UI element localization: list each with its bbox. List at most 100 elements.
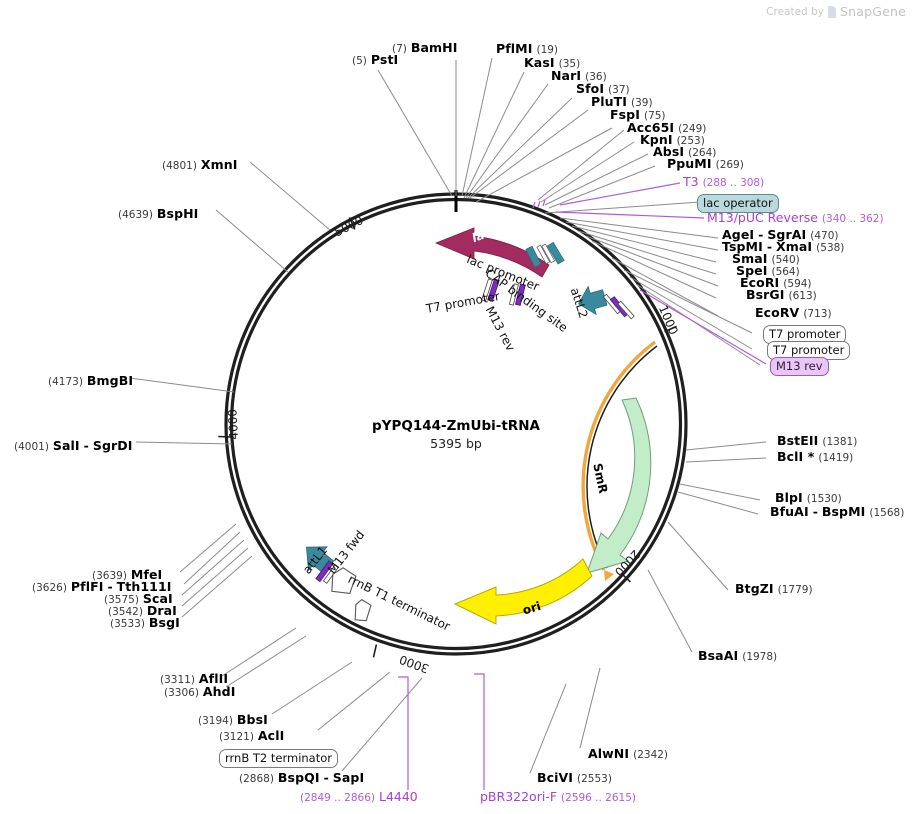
enzyme-label-bsrgi: BsrGI (613) xyxy=(746,287,817,302)
primer-range: (2596 .. 2615) xyxy=(561,792,636,804)
enzyme-name: PpuMI xyxy=(667,156,712,171)
enzyme-name-alt: BspMI xyxy=(821,504,866,519)
enzyme-label-agei-sgrai: AgeI - SgrAI (470) xyxy=(722,227,839,242)
enzyme-position: (249) xyxy=(678,123,707,135)
enzyme-label-scai: (3575) ScaI xyxy=(104,592,173,606)
enzyme-name: BlpI xyxy=(775,490,803,505)
enzyme-position: (3121) xyxy=(219,731,254,743)
enzyme-name: EcoRI xyxy=(740,275,780,290)
feature-box-rrnb-t2-terminator: rrnB T2 terminator xyxy=(219,749,338,768)
primer-label-l4440: (2849 .. 2866) L4440 xyxy=(300,789,418,804)
enzyme-name: SmaI xyxy=(732,251,768,266)
enzyme-name: BbsI xyxy=(236,712,268,727)
enzyme-label-acc65i: Acc65I (249) xyxy=(627,120,707,135)
enzyme-position: (3533) xyxy=(110,618,145,630)
coordinate-ticks xyxy=(218,217,677,658)
enzyme-position: (5) xyxy=(352,55,367,67)
enzyme-name: EcoRV xyxy=(755,305,800,320)
enzyme-name: KasI xyxy=(524,55,555,70)
enzyme-label-kasi: KasI (35) xyxy=(524,55,580,70)
enzyme-label-bstei: BstEII (1381) xyxy=(777,433,858,448)
feature-box-lac-operator: lac operator xyxy=(697,194,779,213)
snapgene-logo-icon xyxy=(827,5,836,18)
enzyme-name: SfoI xyxy=(576,81,605,96)
enzyme-name: DraI xyxy=(146,603,177,618)
primer-range: (340 .. 362) xyxy=(821,213,884,225)
enzyme-name: SpeI xyxy=(736,263,768,278)
enzyme-name: PluTI xyxy=(591,94,628,109)
enzyme-label-smai: SmaI (540) xyxy=(732,251,800,266)
enzyme-label-bbsi: (3194) BbsI xyxy=(198,712,268,727)
primer-name: T3 xyxy=(683,174,699,189)
leader-lines-primer xyxy=(398,182,767,790)
enzyme-position: (613) xyxy=(788,290,817,302)
enzyme-position: (3542) xyxy=(108,606,143,618)
enzyme-position: (470) xyxy=(810,230,839,242)
enzyme-name: BstEII xyxy=(777,433,819,448)
enzyme-position: (1419) xyxy=(818,452,854,464)
enzyme-label-bspqi-sapi: (2868) BspQI - SapI xyxy=(239,770,365,785)
enzyme-position: (1381) xyxy=(822,436,858,448)
enzyme-name: BspHI xyxy=(156,206,199,221)
enzyme-label-drai: (3542) DraI xyxy=(108,603,177,618)
enzyme-label-ppumi: PpuMI (269) xyxy=(667,156,744,171)
enzyme-name: SalI xyxy=(52,438,80,453)
watermark-brand: SnapGene xyxy=(839,4,906,19)
enzyme-position: (3311) xyxy=(160,674,195,686)
enzyme-label-bsaai: BsaAI (1978) xyxy=(698,648,777,663)
enzyme-label-mfei: (3639) MfeI xyxy=(92,567,163,582)
leader-lines xyxy=(129,57,767,774)
enzyme-name-alt: SgrAI xyxy=(767,227,807,242)
enzyme-name: BclI * xyxy=(777,449,815,464)
enzyme-label-spei: SpeI (564) xyxy=(736,263,800,278)
enzyme-label-btgzi: BtgZI (1779) xyxy=(735,581,813,596)
enzyme-position: (4173) xyxy=(48,376,83,388)
enzyme-name: NarI xyxy=(551,68,582,83)
enzyme-position: (4801) xyxy=(162,160,197,172)
enzyme-name: BsaAI xyxy=(698,648,739,663)
enzyme-label-pflfi-tth111i: (3626) PflFI - Tth111I xyxy=(32,579,172,594)
enzyme-position: (540) xyxy=(771,254,800,266)
enzyme-name: AgeI xyxy=(722,227,755,242)
plasmid-size: 5395 bp xyxy=(430,436,482,451)
enzyme-label-ecorv: EcoRV (713) xyxy=(755,305,832,320)
feature-box-m13-rev: M13 rev xyxy=(770,357,829,376)
primer-label-m13puc-reverse: M13/pUC Reverse (340 .. 362) xyxy=(707,210,884,225)
enzyme-position: (3194) xyxy=(198,715,233,727)
enzyme-position: (3639) xyxy=(92,570,127,582)
tick-label-4000: 4000 xyxy=(225,408,241,440)
enzyme-name: BsrGI xyxy=(746,287,785,302)
enzyme-name-alt: SapI xyxy=(332,770,365,785)
enzyme-name: KpnI xyxy=(640,132,673,147)
enzyme-label-ahdi: (3306) AhdI xyxy=(164,684,236,699)
feature-arrow-lacza xyxy=(434,227,550,278)
enzyme-label-bsphi: (4639) BspHI xyxy=(118,206,199,221)
feature-arc-orange xyxy=(581,340,658,581)
enzyme-name: Acc65I xyxy=(627,120,675,135)
enzyme-name-alt: SgrDI xyxy=(92,438,133,453)
primer-name: M13/pUC Reverse xyxy=(707,210,818,225)
enzyme-name: AhdI xyxy=(202,684,236,699)
enzyme-label-bcivi: BciVI (2553) xyxy=(537,771,612,785)
enzyme-position: (37) xyxy=(608,84,630,96)
enzyme-name: MfeI xyxy=(130,567,163,582)
enzyme-name: AclI xyxy=(257,728,285,743)
primer-name: L4440 xyxy=(378,789,418,804)
enzyme-label-bcli: BclI * (1419) xyxy=(777,449,854,464)
enzyme-label-ecori: EcoRI (594) xyxy=(740,275,812,290)
enzyme-position: (4639) xyxy=(118,209,153,221)
enzyme-position: (1568) xyxy=(869,507,905,519)
enzyme-name: FspI xyxy=(610,107,640,122)
enzyme-position: (36) xyxy=(585,71,607,83)
feature-arrow-attl2 xyxy=(578,285,635,320)
enzyme-name: BsgI xyxy=(148,615,180,630)
enzyme-name: AflII xyxy=(198,671,229,686)
enzyme-name: BtgZI xyxy=(735,581,774,596)
enzyme-position: (1530) xyxy=(806,493,842,505)
enzyme-position: (4001) xyxy=(14,441,49,453)
primer-label-t3: T3 (288 .. 308) xyxy=(683,174,764,189)
enzyme-label-pluti: PluTI (39) xyxy=(591,94,653,109)
enzyme-position: (7) xyxy=(392,43,407,55)
enzyme-position: (269) xyxy=(715,159,744,171)
watermark-prefix: Created by xyxy=(766,5,824,18)
